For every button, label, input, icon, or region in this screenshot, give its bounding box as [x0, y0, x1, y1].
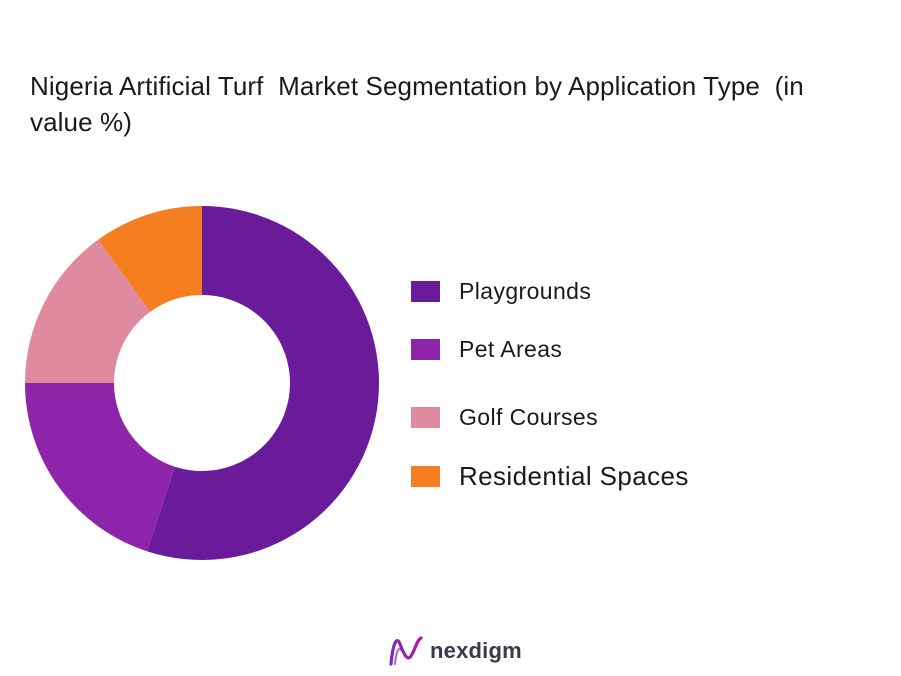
legend-item-playgrounds: Playgrounds	[411, 278, 591, 305]
legend-item-golf-courses: Golf Courses	[411, 404, 598, 431]
legend-label-golf-courses: Golf Courses	[459, 404, 599, 430]
chart-title: Nigeria Artificial Turf Market Segmentat…	[30, 71, 812, 137]
legend-item-residential-spaces: Residential Spaces	[411, 461, 689, 492]
legend-swatch-golf-courses	[411, 407, 440, 428]
legend-label-pet-areas: Pet Areas	[459, 336, 563, 362]
nexdigm-logo-text: nexdigm	[430, 638, 522, 663]
donut-slice-golf-courses	[25, 239, 151, 383]
legend-label-residential-spaces: Residential Spaces	[459, 461, 689, 491]
legend-label-playgrounds: Playgrounds	[459, 278, 592, 304]
legend-swatch-playgrounds	[411, 281, 440, 302]
legend-swatch-residential-spaces	[411, 466, 440, 487]
donut-slice-playgrounds	[147, 206, 380, 560]
donut-slice-pet-areas	[25, 383, 175, 552]
nexdigm-logo-icon	[389, 636, 423, 666]
donut-chart	[25, 206, 380, 560]
legend-swatch-pet-areas	[411, 339, 440, 360]
donut-slice-residential-spaces	[97, 206, 202, 312]
nexdigm-logo: nexdigm	[388, 634, 522, 668]
legend-item-pet-areas: Pet Areas	[411, 336, 562, 363]
